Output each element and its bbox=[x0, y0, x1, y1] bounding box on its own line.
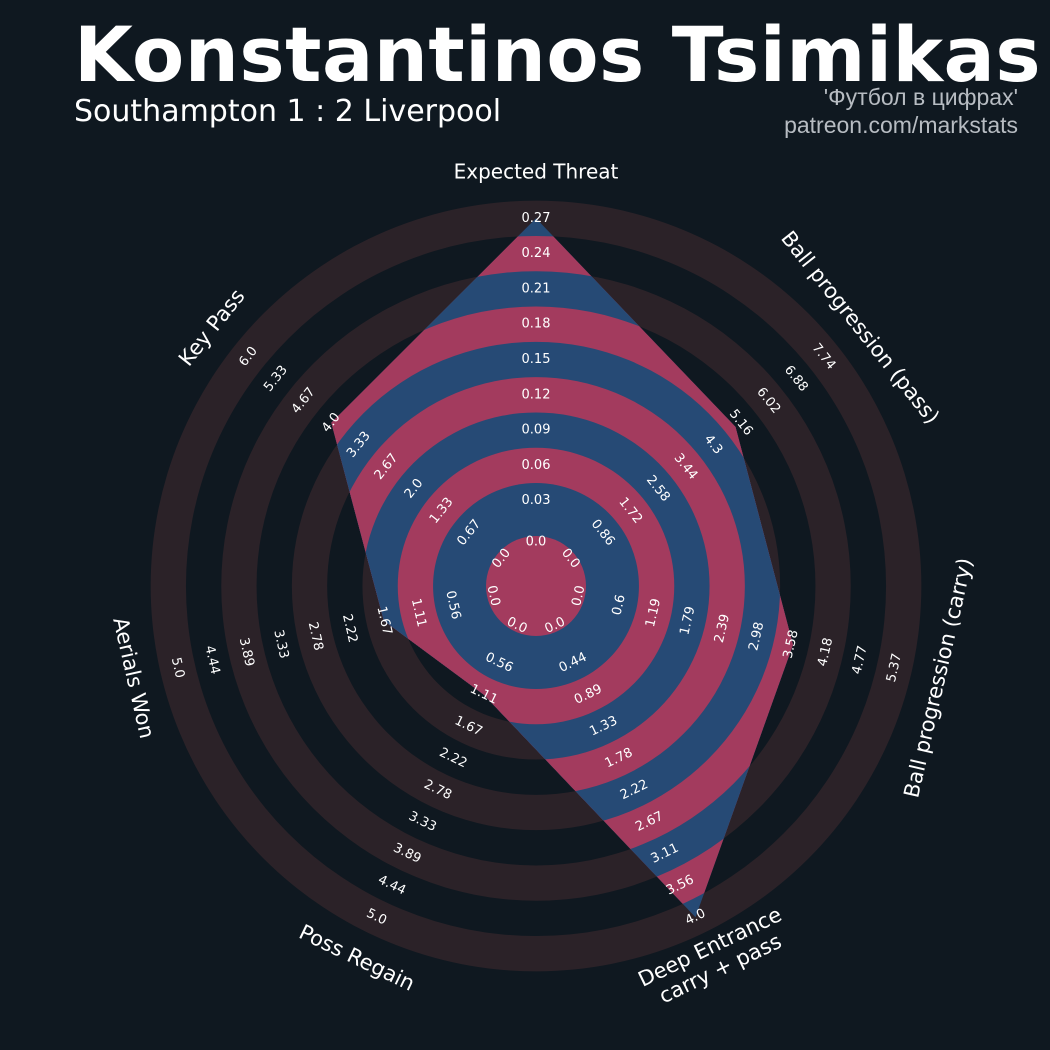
tick-label: 0.15 bbox=[522, 352, 551, 367]
credit-url: patreon.com/markstats bbox=[784, 112, 1018, 138]
tick-label: 5.0 bbox=[168, 656, 187, 680]
tick-label: 1.67 bbox=[373, 605, 394, 637]
page-title: Konstantinos Tsimikas bbox=[74, 10, 1042, 99]
tick-label: 2.39 bbox=[712, 613, 733, 645]
match-subtitle: Southampton 1 : 2 Liverpool bbox=[74, 94, 502, 129]
tick-label: 3.33 bbox=[270, 628, 291, 660]
tick-label: 1.19 bbox=[643, 597, 664, 629]
axis-label: Aerials Won bbox=[108, 615, 159, 741]
tick-label: 0.27 bbox=[522, 211, 551, 226]
tick-label: 0.06 bbox=[522, 458, 551, 473]
tick-label: 3.89 bbox=[236, 636, 257, 668]
tick-label: 4.44 bbox=[201, 644, 222, 676]
tick-label: 0.0 bbox=[526, 535, 547, 550]
tick-label: 0.03 bbox=[522, 493, 551, 508]
tick-label: 0.21 bbox=[522, 281, 551, 296]
tick-label: 0.18 bbox=[522, 317, 551, 332]
tick-label: 3.58 bbox=[781, 628, 802, 660]
tick-label: 0.24 bbox=[522, 246, 551, 261]
tick-label: 0.56 bbox=[442, 589, 463, 621]
tick-label: 1.11 bbox=[408, 597, 429, 629]
tick-label: 0.6 bbox=[610, 593, 629, 617]
radar-fill-band bbox=[486, 536, 586, 636]
tick-label: 2.78 bbox=[305, 621, 326, 653]
tick-label: 0.0 bbox=[569, 584, 588, 608]
axis-label: Expected Threat bbox=[454, 159, 619, 183]
tick-label: 0.09 bbox=[522, 423, 551, 438]
tick-label: 1.79 bbox=[677, 605, 698, 637]
tick-label: 4.18 bbox=[815, 636, 836, 668]
credit-text: 'Футбол в цифрах' bbox=[823, 84, 1018, 110]
tick-label: 0.0 bbox=[483, 584, 502, 608]
tick-label: 2.98 bbox=[746, 621, 767, 653]
tick-label: 0.12 bbox=[522, 387, 551, 402]
tick-label: 5.37 bbox=[884, 652, 905, 684]
tick-label: 4.77 bbox=[850, 644, 871, 676]
tick-label: 2.22 bbox=[339, 613, 360, 645]
